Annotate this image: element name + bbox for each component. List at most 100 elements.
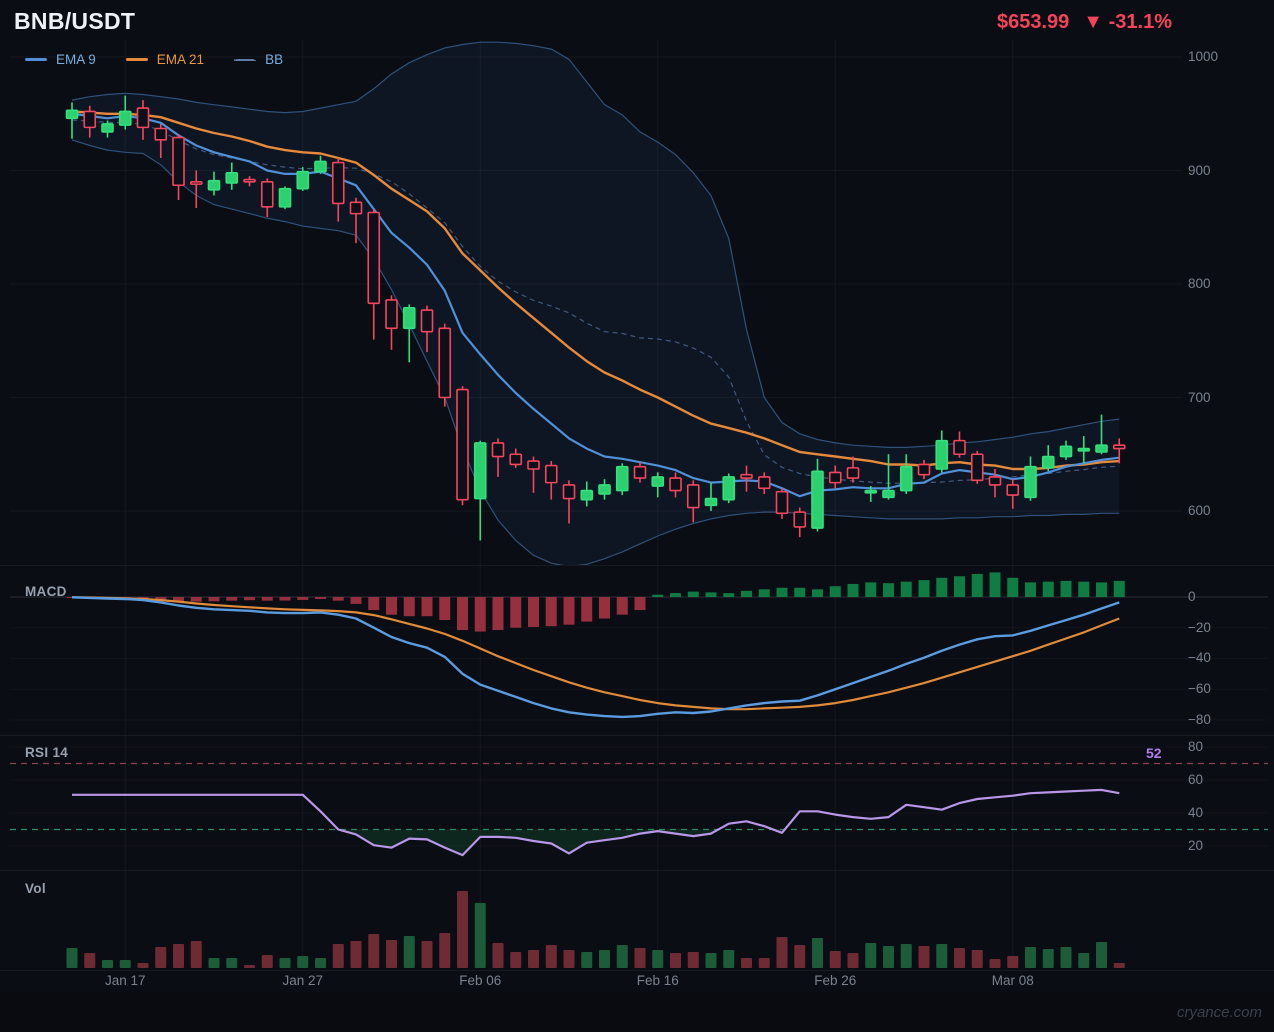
macd-histogram-bar xyxy=(900,581,912,597)
rsi-current-value: 52 xyxy=(1146,745,1162,761)
volume-bar xyxy=(705,953,717,968)
legend-bb-label: BB xyxy=(265,52,284,67)
candle xyxy=(544,461,558,500)
candle-body xyxy=(651,476,665,487)
price-readout: $653.99 ▼ -31.1% xyxy=(997,11,1172,34)
candle-body xyxy=(970,453,984,482)
candle xyxy=(775,488,789,519)
candle-body xyxy=(917,463,931,476)
candle-body xyxy=(1112,444,1126,450)
macd-histogram-bar xyxy=(883,583,894,597)
legend-item-ema21[interactable]: EMA 21 xyxy=(125,52,204,67)
candle-body xyxy=(899,465,913,492)
candle-body xyxy=(1095,444,1108,453)
macd-chart-canvas[interactable] xyxy=(0,565,1274,735)
candle-body xyxy=(598,484,611,495)
price-chart-canvas[interactable] xyxy=(0,40,1274,565)
candle xyxy=(225,162,239,190)
volume-bar xyxy=(492,943,504,968)
volume-bar xyxy=(439,933,451,968)
candle xyxy=(473,440,487,541)
volume-bar xyxy=(457,891,468,968)
macd-histogram-bar xyxy=(758,589,770,597)
macd-histogram-bar xyxy=(989,572,1001,597)
candle xyxy=(172,134,185,201)
candle xyxy=(633,462,647,483)
candle xyxy=(793,507,807,538)
candle-body xyxy=(420,309,434,333)
rsi-tick-label: 80 xyxy=(1188,739,1204,754)
panel-separator xyxy=(0,735,1274,736)
volume-bar xyxy=(616,945,628,968)
volume-bar xyxy=(954,948,965,968)
volume-bar xyxy=(137,963,149,968)
volume-bar xyxy=(66,948,78,968)
macd-histogram-bar xyxy=(971,573,983,597)
volume-bar xyxy=(208,958,220,968)
macd-histogram-bar xyxy=(173,597,184,602)
macd-histogram-bar xyxy=(1025,582,1036,597)
macd-histogram-bar xyxy=(244,597,255,601)
candle-body xyxy=(225,171,239,184)
macd-histogram-bar xyxy=(510,597,522,628)
candle xyxy=(1024,456,1037,501)
candle-body xyxy=(953,439,966,456)
ema9-line xyxy=(71,112,1120,498)
candle xyxy=(1059,440,1073,460)
candle-body xyxy=(527,460,540,470)
volume-bar xyxy=(883,946,894,968)
macd-histogram-bar xyxy=(652,594,664,597)
candle-body xyxy=(456,388,469,501)
legend-item-bb[interactable]: BB xyxy=(234,52,283,67)
candle xyxy=(899,454,913,494)
candle-body xyxy=(882,489,895,499)
volume-chart-canvas[interactable] xyxy=(0,870,1274,970)
date-tick-label: Jan 27 xyxy=(282,973,324,988)
candle xyxy=(527,456,540,493)
volume-bar xyxy=(794,945,806,968)
volume-bar xyxy=(84,953,96,968)
candle xyxy=(136,100,150,140)
date-tick-label: Mar 08 xyxy=(991,973,1034,988)
date-tick-label: Feb 16 xyxy=(636,973,679,988)
volume-bar xyxy=(155,947,167,968)
candle-body xyxy=(1041,455,1055,469)
candle xyxy=(935,430,949,473)
candle xyxy=(260,178,274,218)
candle-body xyxy=(935,439,949,470)
rsi-tick-label: 60 xyxy=(1188,772,1204,787)
date-tick-label: Feb 06 xyxy=(459,973,502,988)
macd-tick-label: −40 xyxy=(1188,650,1211,666)
candle xyxy=(296,167,310,191)
date-tick-label: Feb 26 xyxy=(814,973,857,988)
candle-body xyxy=(172,136,185,187)
rsi-oversold-fill xyxy=(72,829,1120,856)
candle-body xyxy=(385,299,398,330)
volume-bar xyxy=(119,960,131,968)
rsi-panel-label: RSI 14 xyxy=(25,745,69,760)
macd-histogram-bar xyxy=(315,597,326,599)
candle-body xyxy=(1059,445,1073,458)
candle-body xyxy=(118,110,132,126)
macd-histogram-bar xyxy=(474,597,486,632)
candle xyxy=(615,463,629,496)
candle xyxy=(1112,438,1126,464)
header: BNB/USDT $653.99 ▼ -31.1% xyxy=(0,0,1274,40)
price-tick-label: 1000 xyxy=(1188,49,1219,64)
macd-histogram-bar xyxy=(421,597,433,617)
macd-histogram-bar xyxy=(332,597,344,601)
candle-body xyxy=(101,123,114,133)
legend-item-ema9[interactable]: EMA 9 xyxy=(25,52,96,67)
macd-histogram-bar xyxy=(439,597,451,621)
candle xyxy=(367,209,381,340)
candle-body xyxy=(509,453,523,466)
volume-bar xyxy=(261,955,273,968)
candle xyxy=(420,305,434,353)
candle xyxy=(704,482,718,511)
rsi-chart-canvas[interactable] xyxy=(0,735,1274,870)
candle-body xyxy=(988,476,1002,486)
candle-body xyxy=(722,476,736,501)
footer-strip xyxy=(0,992,1274,1032)
volume-bar xyxy=(581,952,593,968)
